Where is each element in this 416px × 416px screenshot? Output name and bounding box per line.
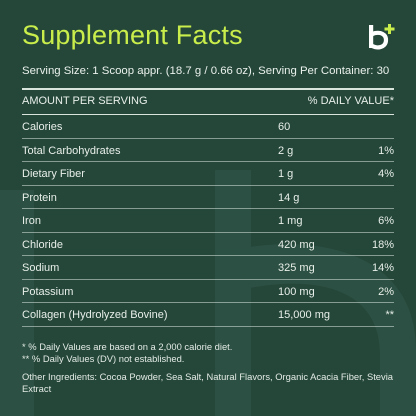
table-row: Iron 1 mg 6% [22,209,394,233]
divider [22,114,394,115]
daily-value-header: % DAILY VALUE* [307,95,394,107]
nutrient-dv: 14% [371,262,394,274]
nutrient-amount: 15,000 mg [278,309,330,321]
nutrient-amount: 60 [278,121,291,133]
nutrient-amount: 2 g [278,144,294,157]
nutrient-dv: 18% [371,238,394,251]
nutrient-dv: ** [385,309,394,321]
table-row: Dietary Fiber 1 g 4% [22,162,394,186]
nutrient-dv: 2% [378,285,394,298]
nutrient-amount: 1 g [278,168,294,180]
nutrient-dv: 4% [378,168,394,180]
nutrient-name: Iron [22,215,41,227]
nutrient-name: Dietary Fiber [22,168,85,180]
nutrient-amount: 325 mg [278,262,315,274]
nutrient-name: Sodium [22,262,60,274]
table-header: AMOUNT PER SERVING % DAILY VALUE* [22,95,394,111]
table-row: Total Carbohydrates 2 g 1% [22,139,394,162]
table-row: Chloride 420 mg 18% [22,233,394,256]
nutrient-amount: 100 mg [278,285,315,298]
brand-logo-icon [369,24,395,50]
nutrient-dv: 6% [378,215,394,227]
nutrient-name: Protein [22,191,57,204]
dv-footnote: * % Daily Values are based on a 2,000 ca… [22,341,233,352]
nutrient-amount: 1 mg [278,215,303,227]
not-established-footnote: ** % Daily Values (DV) not established. [22,353,185,364]
divider [22,88,394,90]
nutrient-name: Potassium [22,285,74,298]
nutrient-name: Chloride [22,238,63,251]
serving-size: Serving Size: 1 Scoop appr. (18.7 g / 0.… [22,65,390,77]
table-row: Calories 60 [22,115,394,139]
nutrient-name: Total Carbohydrates [22,144,121,157]
other-ingredients: Other Ingredients: Cocoa Powder, Sea Sal… [22,371,394,394]
table-row: Potassium 100 mg 2% [22,280,394,303]
table-row: Protein 14 g [22,186,394,209]
amount-per-serving-header: AMOUNT PER SERVING [22,95,148,107]
nutrient-name: Calories [22,121,63,133]
page-title: Supplement Facts [22,20,243,50]
nutrient-table: Calories 60 Total Carbohydrates 2 g 1% D… [22,115,394,327]
nutrient-name: Collagen (Hydrolyzed Bovine) [22,309,168,321]
table-row: Sodium 325 mg 14% [22,256,394,280]
nutrient-amount: 14 g [278,191,300,204]
table-row: Collagen (Hydrolyzed Bovine) 15,000 mg *… [22,303,394,327]
nutrient-amount: 420 mg [278,238,315,251]
nutrient-dv: 1% [378,144,394,157]
